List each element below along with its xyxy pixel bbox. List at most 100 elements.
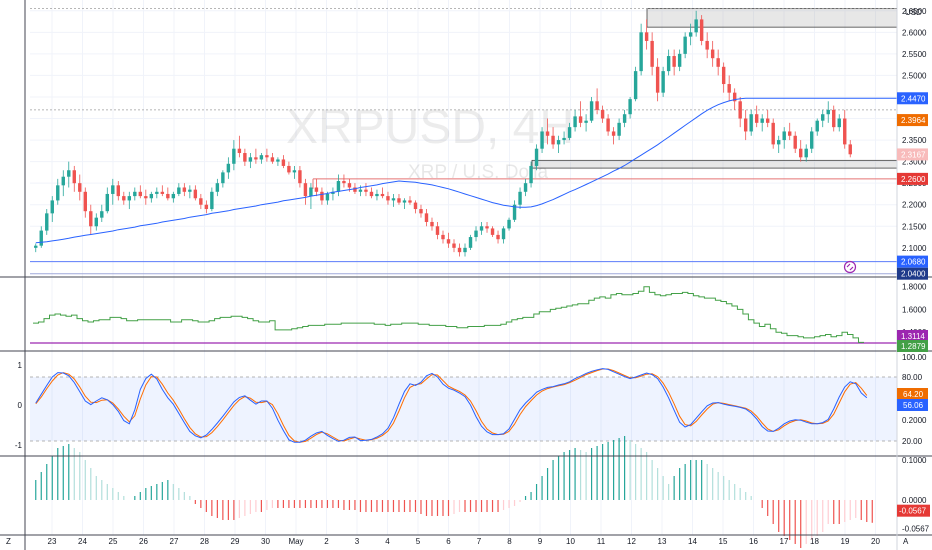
time-tick-label: 3	[355, 537, 360, 546]
candle-body	[633, 71, 638, 100]
time-tick-label: 17	[780, 537, 789, 546]
candle-body	[743, 118, 748, 132]
stoch-tick-label: 20.00	[902, 437, 923, 446]
candle-body	[188, 189, 192, 192]
candle-body	[105, 193, 110, 212]
price-tag-label: 2.3167	[901, 150, 926, 159]
candle-body	[705, 40, 709, 50]
stochastic-panel	[30, 368, 897, 443]
candle-body	[281, 159, 286, 166]
reset-icon[interactable]	[843, 260, 857, 274]
candle-body	[133, 191, 137, 197]
macd-tag	[897, 504, 930, 517]
candle-body	[320, 191, 324, 201]
candle-body	[479, 226, 484, 231]
candle-body	[336, 181, 341, 192]
candle-body	[452, 243, 456, 248]
stoch-left-axis: 1 0 -1	[15, 361, 23, 450]
candle-body	[210, 191, 214, 210]
candle-body	[760, 118, 764, 123]
time-tick-label: 28	[200, 537, 209, 546]
candle-body	[408, 200, 412, 203]
zoom-corner-label[interactable]: Z	[6, 537, 11, 546]
candle-body	[677, 53, 682, 67]
price-tick-label: 2.1000	[902, 244, 927, 253]
candle-body	[325, 193, 330, 201]
time-tick-label: 10	[566, 537, 575, 546]
macd-tick-label: -0.0567	[902, 525, 930, 534]
candle-body	[716, 58, 720, 67]
price-tag	[897, 267, 928, 280]
candle-body	[45, 213, 49, 231]
candle-body	[50, 200, 54, 214]
price-tag-label: 2.2600	[901, 175, 926, 184]
candle-body	[177, 187, 181, 194]
stoch-k-line	[35, 368, 868, 443]
time-axis[interactable]: 23 24 25 26 27 28 29 30 May 2 3 4 5 6 7 8 9 10 11 12 13 14 15 1…	[48, 537, 881, 546]
candle-body	[776, 140, 781, 145]
candle-body	[380, 193, 385, 197]
support-resistance-zone	[646, 8, 898, 28]
time-tick-label: 16	[749, 537, 758, 546]
candle-body	[232, 148, 236, 164]
candle-body	[584, 120, 588, 123]
auto-scale-corner-label[interactable]: A	[903, 537, 909, 546]
volatility-tick-label: 1.6000	[902, 305, 927, 314]
candle-body	[94, 217, 98, 227]
candle-body	[788, 131, 792, 136]
candles	[34, 10, 852, 257]
moving-average-line	[35, 97, 897, 244]
candle-body	[149, 193, 154, 199]
candle-body	[171, 193, 176, 199]
candle-body	[364, 189, 368, 192]
candle-body	[732, 92, 737, 102]
candle-body	[650, 40, 654, 67]
time-tick-label: 24	[78, 537, 87, 546]
time-tick-label: 25	[109, 537, 118, 546]
time-tick-label: 8	[507, 537, 512, 546]
candle-body	[826, 109, 830, 115]
stoch-tick-label: 100.00	[902, 353, 927, 362]
candle-body	[430, 221, 434, 227]
candle-body	[56, 185, 60, 201]
candle-body	[628, 99, 632, 115]
candle-body	[441, 234, 445, 240]
price-tag-label: 2.0400	[901, 270, 926, 279]
candle-body	[562, 137, 566, 141]
candle-body	[501, 228, 506, 240]
candle-body	[144, 196, 148, 199]
time-tick-label: 11	[597, 537, 606, 546]
candle-body	[556, 140, 561, 145]
symbol-watermark: XRPUSD, 4H	[286, 101, 574, 154]
candle-body	[655, 66, 660, 93]
stoch-tag-label: 56.06	[903, 401, 924, 410]
time-tick-label: 23	[48, 537, 57, 546]
candle-body	[402, 200, 407, 203]
candle-body	[837, 118, 841, 128]
candle-body	[424, 213, 429, 222]
candle-body	[287, 165, 291, 173]
candle-body	[226, 163, 231, 173]
candle-body	[265, 155, 269, 158]
candle-body	[485, 226, 489, 229]
candle-body	[683, 36, 687, 54]
time-tick-label: 26	[139, 537, 148, 546]
candle-body	[793, 135, 797, 149]
candle-body	[810, 131, 814, 149]
price-axis[interactable]: 2.65002.60002.55002.50002.45002.40002.35…	[897, 7, 930, 534]
candle-body	[573, 116, 577, 128]
price-tick-label: 2.6000	[902, 28, 927, 37]
volatility-tag	[897, 330, 928, 342]
candle-body	[83, 191, 87, 212]
candle-body	[111, 185, 115, 194]
horizontal-levels	[30, 8, 897, 275]
candle-body	[710, 49, 715, 59]
candle-body	[721, 66, 726, 85]
candle-body	[292, 170, 297, 173]
price-tag	[897, 255, 928, 268]
candle-body	[578, 116, 583, 123]
candle-body	[419, 209, 423, 214]
candle-body	[303, 183, 308, 197]
candle-body	[34, 245, 38, 248]
